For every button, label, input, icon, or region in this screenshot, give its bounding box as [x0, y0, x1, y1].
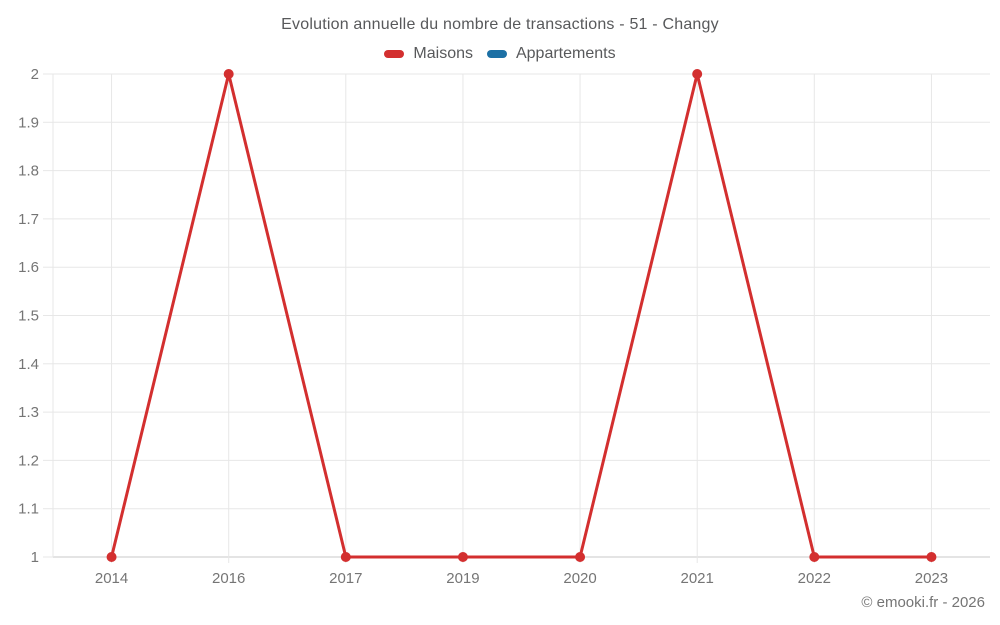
- y-tick-label: 2: [31, 66, 39, 83]
- legend-item-appartements[interactable]: Appartements: [486, 45, 616, 63]
- y-tick-label: 1.2: [18, 452, 39, 469]
- maisons-line: [110, 73, 932, 559]
- x-tick-label: 2023: [915, 570, 948, 587]
- x-tick-label: 2017: [329, 570, 362, 587]
- y-tick-label: 1.1: [18, 501, 39, 518]
- chart-legend: Maisons Appartements: [0, 45, 1000, 63]
- x-tick-label: 2021: [681, 570, 714, 587]
- y-tick-label: 1.5: [18, 308, 39, 325]
- x-tick-label: 2014: [95, 570, 128, 587]
- x-tick-label: 2020: [563, 570, 596, 587]
- maisons-data-point: [692, 69, 703, 79]
- legend-item-maisons[interactable]: Maisons: [384, 45, 473, 63]
- maisons-data-point: [575, 552, 586, 562]
- y-tick-label: 1.3: [18, 404, 39, 421]
- maisons-data-point: [340, 552, 351, 562]
- y-tick-label: 1.4: [18, 356, 39, 373]
- x-tick-label: 2022: [798, 570, 831, 587]
- maisons-data-point: [106, 552, 117, 562]
- y-tick-label: 1: [31, 549, 39, 566]
- maisons-data-point: [457, 552, 468, 562]
- x-tick-label: 2019: [446, 570, 479, 587]
- maisons-data-point: [223, 69, 234, 79]
- maisons-data-point: [809, 552, 820, 562]
- maisons-data-point: [926, 552, 937, 562]
- maisons-color-swatch-icon: [384, 50, 405, 58]
- legend-label-maisons: Maisons: [413, 45, 473, 62]
- copyright-watermark: © emooki.fr - 2026: [861, 594, 985, 611]
- x-tick-label: 2016: [212, 570, 245, 587]
- y-tick-label: 1.9: [18, 114, 39, 131]
- appartements-color-swatch-icon: [486, 50, 507, 58]
- legend-label-appartements: Appartements: [515, 45, 616, 62]
- chart-title: Evolution annuelle du nombre de transact…: [281, 16, 719, 33]
- y-tick-label: 1.6: [18, 259, 39, 276]
- y-tick-label: 1.8: [18, 163, 39, 180]
- y-tick-label: 1.7: [18, 211, 39, 228]
